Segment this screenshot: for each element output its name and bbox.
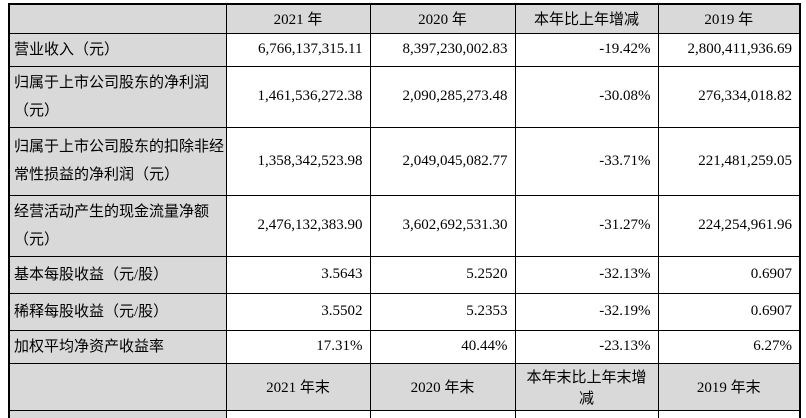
cell-2020: 5.2520 [369, 255, 516, 294]
cell-2021: 6,766,137,315.11 [225, 32, 371, 67]
cell-2019: 276,334,018.82 [657, 65, 801, 128]
header-year-2020: 2020 年 [369, 3, 516, 34]
cell-change: -32.13% [514, 255, 659, 294]
cell-2020: 8,397,230,002.83 [369, 32, 516, 67]
cell-2020: 11,195,040,535.59 [369, 409, 516, 418]
row-label: 归属于上市公司股东的扣除非经常性损益的净利润（元） [8, 126, 227, 196]
cell-2019: 224,254,961.96 [657, 194, 801, 257]
table-row-diluted-eps: 稀释每股收益（元/股） 3.5502 5.2353 -32.19% 0.6907 [8, 292, 801, 331]
cell-2019: 5,909,118,302.73 [657, 409, 801, 418]
cell-2021: 14,254,029,629.93 [225, 409, 371, 418]
cell-2020: 40.44% [369, 329, 516, 364]
row-label: 基本每股收益（元/股） [8, 255, 227, 294]
row-label: 经营活动产生的现金流量净额（元） [8, 194, 227, 257]
header-year-2019: 2019 年 [657, 3, 801, 34]
row-label: 归属于上市公司股东的净利润（元） [8, 65, 227, 128]
cell-2021: 3.5502 [225, 292, 371, 331]
cell-2020: 2,090,285,273.48 [369, 65, 516, 128]
cell-2019: 0.6907 [657, 292, 801, 331]
table-row-total-assets: 资产总额（元） 14,254,029,629.93 11,195,040,535… [8, 409, 801, 418]
cell-2021: 3.5643 [225, 255, 371, 294]
financial-summary-table: 2021 年 2020 年 本年比上年增减 2019 年 营业收入（元） 6,7… [8, 3, 801, 418]
cell-2019: 0.6907 [657, 255, 801, 294]
cell-change: -23.13% [514, 329, 659, 364]
cell-change: -32.19% [514, 292, 659, 331]
cell-2020: 3,602,692,531.30 [369, 194, 516, 257]
cell-2020: 5.2353 [369, 292, 516, 331]
header-year-end-change: 本年末比上年末增减 [514, 362, 659, 411]
table-row-operating-cash-flow: 经营活动产生的现金流量净额（元） 2,476,132,383.90 3,602,… [8, 194, 801, 257]
header-row-year-end: 2021 年末 2020 年末 本年末比上年末增减 2019 年末 [8, 362, 801, 411]
cell-2019: 6.27% [657, 329, 801, 364]
header-year-end-2020: 2020 年末 [369, 362, 516, 411]
cell-2021: 1,358,342,523.98 [225, 126, 371, 196]
header-row-annual: 2021 年 2020 年 本年比上年增减 2019 年 [8, 3, 801, 34]
cell-2021: 2,476,132,383.90 [225, 194, 371, 257]
table-row-net-profit-excl-nonrecurring: 归属于上市公司股东的扣除非经常性损益的净利润（元） 1,358,342,523.… [8, 126, 801, 196]
header-year-end-2021: 2021 年末 [225, 362, 371, 411]
header-year-end-2019: 2019 年末 [657, 362, 801, 411]
cell-2020: 2,049,045,082.77 [369, 126, 516, 196]
table-row-operating-revenue: 营业收入（元） 6,766,137,315.11 8,397,230,002.8… [8, 32, 801, 67]
cell-change: -33.71% [514, 126, 659, 196]
table-row-basic-eps: 基本每股收益（元/股） 3.5643 5.2520 -32.13% 0.6907 [8, 255, 801, 294]
cell-change: -19.42% [514, 32, 659, 67]
cell-2021: 17.31% [225, 329, 371, 364]
cell-change: 27.32% [514, 409, 659, 418]
row-label: 营业收入（元） [8, 32, 227, 67]
table-row-weighted-avg-roe: 加权平均净资产收益率 17.31% 40.44% -23.13% 6.27% [8, 329, 801, 364]
header-yoy-change: 本年比上年增减 [514, 3, 659, 34]
header-empty [8, 3, 227, 34]
cell-2019: 2,800,411,936.69 [657, 32, 801, 67]
cell-change: -30.08% [514, 65, 659, 128]
cell-2021: 1,461,536,272.38 [225, 65, 371, 128]
table-row-net-profit: 归属于上市公司股东的净利润（元） 1,461,536,272.38 2,090,… [8, 65, 801, 128]
row-label: 稀释每股收益（元/股） [8, 292, 227, 331]
row-label: 加权平均净资产收益率 [8, 329, 227, 364]
header-empty [8, 362, 227, 411]
cell-change: -31.27% [514, 194, 659, 257]
cell-2019: 221,481,259.05 [657, 126, 801, 196]
row-label: 资产总额（元） [8, 409, 227, 418]
header-year-2021: 2021 年 [225, 3, 371, 34]
